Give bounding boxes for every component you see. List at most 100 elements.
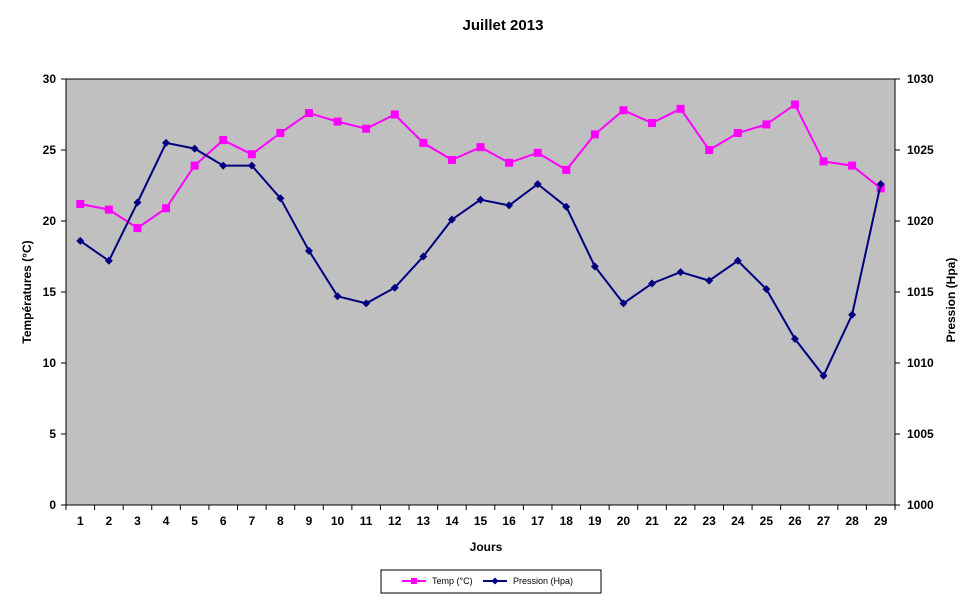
y-tick-label-left: 25: [43, 143, 57, 157]
data-point: [219, 161, 228, 170]
y-tick-label-right: 1025: [907, 143, 934, 157]
x-tick-label: 13: [417, 514, 431, 528]
data-point: [762, 120, 771, 129]
data-point: [390, 110, 399, 119]
x-tick-label: 5: [191, 514, 198, 528]
x-tick-label: 24: [731, 514, 745, 528]
x-tick-label: 15: [474, 514, 488, 528]
data-point: [304, 246, 313, 255]
data-point: [76, 199, 85, 208]
data-point: [333, 117, 342, 126]
x-tick-label: 20: [617, 514, 631, 528]
x-tick-label: 14: [445, 514, 459, 528]
x-tick-label: 21: [645, 514, 659, 528]
data-point: [676, 104, 685, 113]
data-point: [133, 224, 142, 233]
x-tick-label: 18: [560, 514, 574, 528]
legend-items: Temp (°C) Pression (Hpa): [402, 576, 573, 586]
x-tick-label: 29: [874, 514, 888, 528]
x-axis-label: Jours: [470, 540, 503, 554]
data-point: [505, 158, 514, 167]
legend-marker: [411, 578, 417, 584]
data-point: [533, 148, 542, 157]
data-point: [390, 283, 399, 292]
data-point: [648, 279, 657, 288]
data-point: [848, 310, 857, 319]
y-axis-label-left: Températures (°C): [20, 240, 34, 343]
x-tick-label: 8: [277, 514, 284, 528]
data-point: [333, 292, 342, 301]
x-tick-label: 7: [248, 514, 255, 528]
data-point: [733, 128, 742, 137]
data-point: [219, 136, 228, 145]
x-tick-label: 16: [502, 514, 516, 528]
x-tick-label: 25: [760, 514, 774, 528]
data-point: [76, 236, 85, 245]
y-tick-label-right: 1000: [907, 498, 934, 512]
data-point: [104, 205, 113, 214]
data-point: [276, 194, 285, 203]
data-point: [447, 155, 456, 164]
y-tick-label-left: 15: [43, 285, 57, 299]
data-point: [676, 268, 685, 277]
series-group: [76, 100, 885, 380]
y-tick-label-right: 1015: [907, 285, 934, 299]
data-point: [876, 180, 885, 189]
x-tick-label: 9: [306, 514, 313, 528]
data-point: [790, 334, 799, 343]
data-point: [705, 276, 714, 285]
axes: 0510152025301000100510101015102010251030…: [43, 72, 934, 528]
y-axis-label-right: Pression (Hpa): [944, 258, 958, 343]
data-point: [476, 195, 485, 204]
data-point: [762, 285, 771, 294]
data-point: [562, 165, 571, 174]
x-tick-label: 11: [360, 514, 373, 528]
y-tick-label-left: 20: [43, 214, 57, 228]
data-point: [104, 256, 113, 265]
data-point: [419, 252, 428, 261]
data-point: [790, 100, 799, 109]
data-point: [533, 180, 542, 189]
y-tick-label-right: 1005: [907, 427, 934, 441]
y-tick-label-right: 1020: [907, 214, 934, 228]
y-tick-label-left: 0: [49, 498, 56, 512]
legend-item: Pression (Hpa): [483, 576, 573, 586]
x-tick-label: 10: [331, 514, 345, 528]
data-point: [705, 146, 714, 154]
data-point: [619, 106, 628, 115]
x-tick-label: 1: [77, 514, 84, 528]
data-point: [133, 198, 142, 207]
x-tick-label: 6: [220, 514, 227, 528]
data-point: [276, 128, 285, 137]
y-tick-label-left: 30: [43, 72, 57, 86]
data-point: [362, 124, 371, 133]
legend-label: Pression (Hpa): [513, 576, 573, 586]
plot-area: [65, 78, 896, 506]
data-point: [190, 144, 199, 153]
data-point: [447, 215, 456, 224]
x-tick-label: 17: [531, 514, 545, 528]
data-point: [247, 161, 256, 170]
data-point: [590, 262, 599, 271]
chart-title: Juillet 2013: [463, 17, 544, 34]
data-point: [162, 204, 171, 213]
data-point: [819, 371, 828, 380]
x-tick-label: 22: [674, 514, 688, 528]
legend-item: Temp (°C): [402, 576, 473, 586]
data-point: [848, 161, 857, 170]
data-point: [419, 138, 428, 147]
y-tick-label-left: 5: [49, 427, 56, 441]
x-tick-label: 2: [106, 514, 113, 528]
data-point: [562, 202, 571, 211]
x-tick-label: 19: [588, 514, 602, 528]
data-point: [648, 119, 657, 128]
data-point: [304, 109, 313, 118]
data-point: [733, 256, 742, 265]
legend: Temp (°C) Pression (Hpa): [380, 569, 602, 594]
data-point: [362, 299, 371, 308]
y-tick-label-right: 1010: [907, 356, 934, 370]
x-tick-label: 12: [388, 514, 402, 528]
x-tick-label: 26: [788, 514, 802, 528]
